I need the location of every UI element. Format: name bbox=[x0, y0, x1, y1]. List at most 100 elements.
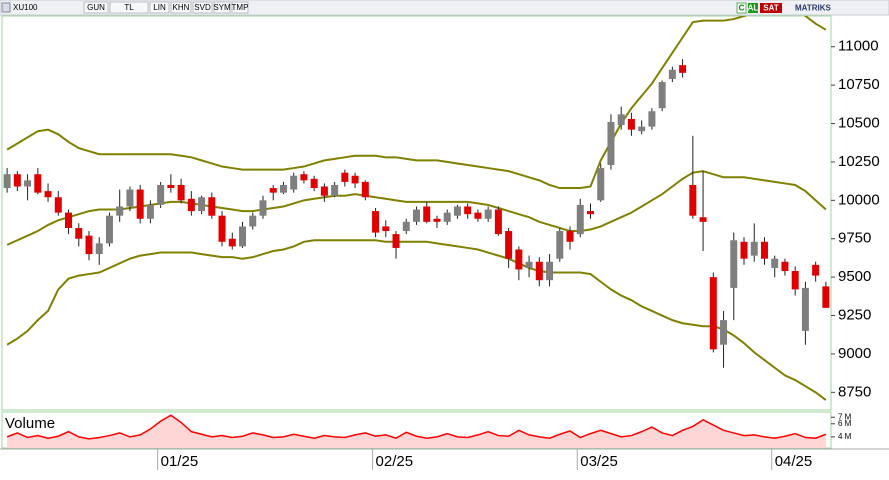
candle-body bbox=[95, 243, 103, 255]
candle-body bbox=[505, 231, 513, 259]
candle-body bbox=[310, 178, 318, 189]
toolbar-button[interactable] bbox=[83, 1, 109, 14]
y-tick-label: 10250 bbox=[838, 153, 880, 170]
candle-body bbox=[679, 65, 687, 73]
buy-label[interactable]: AL bbox=[748, 4, 759, 13]
volume-area bbox=[7, 415, 826, 448]
toolbar-button-label[interactable]: KHN bbox=[173, 3, 190, 12]
candle-body bbox=[484, 209, 492, 219]
candle-body bbox=[269, 188, 277, 193]
toolbar-button[interactable] bbox=[170, 1, 192, 14]
candle-body bbox=[157, 184, 165, 205]
y-tick-label: 8750 bbox=[838, 383, 871, 400]
candle-body bbox=[607, 121, 615, 165]
candle-body bbox=[290, 175, 298, 190]
candle-body bbox=[167, 184, 175, 189]
candle-body bbox=[177, 184, 185, 201]
y-tick-label: 4 M bbox=[838, 432, 852, 441]
toolbar-button[interactable] bbox=[231, 1, 249, 14]
candle-body bbox=[3, 174, 11, 189]
toolbar-button-label[interactable]: SYM bbox=[213, 3, 231, 12]
sell-button[interactable] bbox=[760, 3, 782, 13]
candle-body bbox=[218, 215, 226, 242]
toolbar-button-label[interactable]: SVD bbox=[194, 3, 211, 12]
candle-body bbox=[525, 261, 533, 268]
symbol-icon[interactable] bbox=[1, 2, 11, 13]
candle-body bbox=[586, 211, 594, 215]
c-button[interactable] bbox=[736, 2, 747, 14]
candle-body bbox=[85, 235, 93, 255]
toolbar-button-label[interactable]: LIN bbox=[153, 3, 166, 12]
brand: MATRIKS bbox=[795, 4, 832, 13]
candle-body bbox=[392, 234, 400, 248]
candle-body bbox=[65, 212, 73, 228]
candle-body bbox=[535, 261, 543, 281]
candle-body bbox=[689, 184, 697, 216]
date-label: 02/25 bbox=[376, 453, 414, 470]
y-tick-label: 9750 bbox=[838, 230, 871, 247]
candle-body bbox=[443, 212, 451, 222]
sell-label[interactable]: SAT bbox=[763, 4, 779, 13]
candle-body bbox=[720, 320, 728, 345]
candle-body bbox=[259, 200, 267, 216]
y-tick-label: 6 M bbox=[838, 419, 852, 428]
candle-body bbox=[34, 174, 42, 193]
candle-body bbox=[617, 114, 625, 126]
candle-body bbox=[105, 215, 113, 244]
candle-body bbox=[320, 186, 328, 196]
y-tick-label: 9250 bbox=[838, 307, 871, 324]
candle-body bbox=[822, 286, 830, 308]
candle-body bbox=[740, 241, 748, 259]
candle-body bbox=[331, 184, 339, 196]
candle-body bbox=[546, 261, 554, 281]
candle-body bbox=[54, 197, 62, 213]
candle-body bbox=[648, 111, 656, 127]
candle-body bbox=[279, 184, 287, 193]
toolbar-button[interactable] bbox=[192, 1, 213, 14]
candle-body bbox=[24, 180, 32, 187]
band-line bbox=[6, 239, 827, 401]
candle-body bbox=[771, 258, 779, 268]
candle-body bbox=[791, 270, 799, 290]
toolbar-button[interactable] bbox=[109, 1, 149, 14]
toolbar-button-label[interactable]: TMP bbox=[232, 3, 249, 12]
candle-body bbox=[566, 231, 574, 242]
toolbar-button-label[interactable]: GUN bbox=[87, 3, 105, 12]
candle-body bbox=[730, 240, 738, 288]
candle-body bbox=[249, 215, 257, 227]
candle-body bbox=[228, 238, 236, 247]
candle-body bbox=[709, 277, 717, 350]
candle-body bbox=[699, 217, 707, 222]
candle-body bbox=[474, 212, 482, 219]
toolbar-button[interactable] bbox=[149, 1, 170, 14]
candle-body bbox=[239, 226, 247, 247]
candle-body bbox=[382, 226, 390, 232]
y-tick-label: 9000 bbox=[838, 345, 871, 362]
y-tick-label: 9500 bbox=[838, 268, 871, 285]
toolbar-button[interactable] bbox=[213, 1, 231, 14]
candle-body bbox=[413, 209, 420, 222]
buy-button[interactable] bbox=[748, 3, 758, 13]
date-label: 03/25 bbox=[580, 453, 618, 470]
candle-body bbox=[116, 206, 124, 216]
candle-body bbox=[423, 206, 431, 222]
date-label: 04/25 bbox=[775, 453, 813, 470]
volume-title: Volume bbox=[5, 415, 55, 432]
candle-body bbox=[453, 206, 461, 216]
candle-body bbox=[351, 175, 359, 184]
candle-body bbox=[13, 174, 21, 187]
toolbar-button-label[interactable]: TL bbox=[124, 3, 134, 12]
candle-body bbox=[361, 181, 369, 198]
candle-body bbox=[300, 174, 308, 181]
y-tick-label: 11000 bbox=[838, 38, 879, 55]
c-button-label[interactable]: C bbox=[739, 4, 745, 13]
candle-body bbox=[187, 198, 195, 212]
y-tick-label: 10750 bbox=[838, 76, 880, 93]
y-tick-label: 10000 bbox=[838, 191, 880, 208]
symbol[interactable]: XU100 bbox=[13, 3, 38, 12]
candle-body bbox=[198, 197, 206, 212]
candle-body bbox=[75, 227, 83, 239]
candle-body bbox=[208, 197, 216, 216]
